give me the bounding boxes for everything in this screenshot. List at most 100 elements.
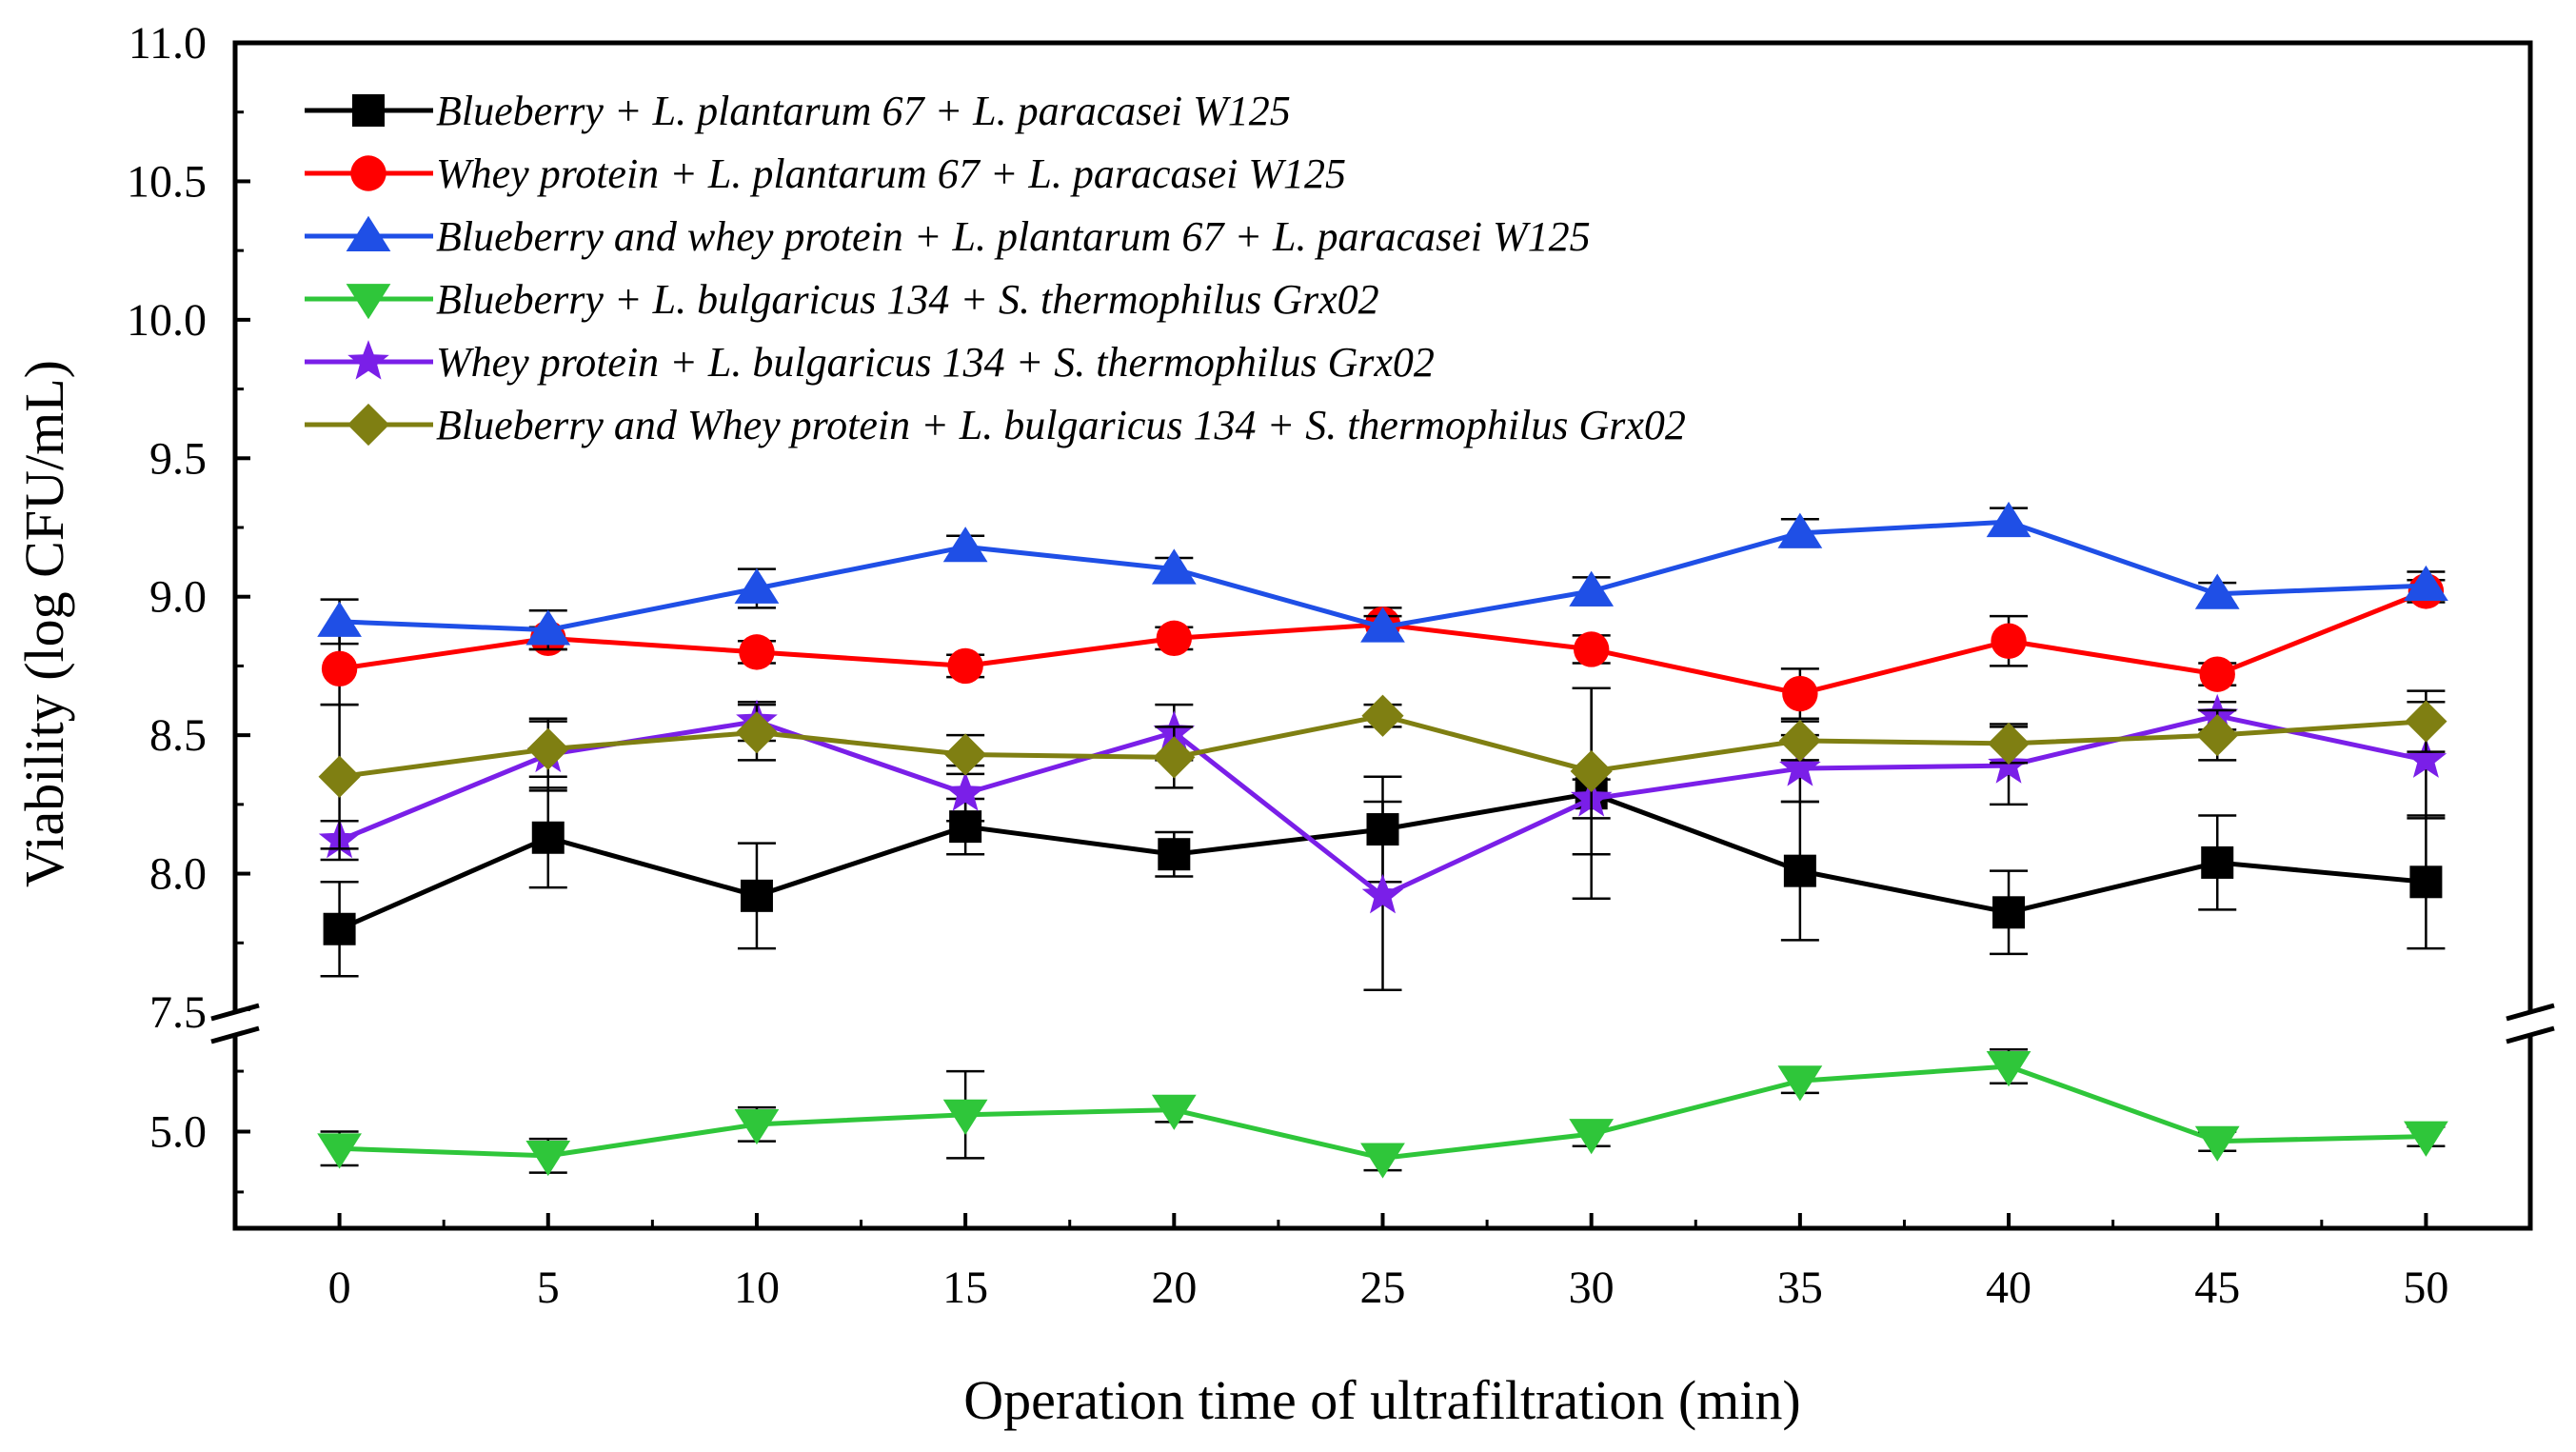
data-point xyxy=(1151,1094,1197,1130)
data-point xyxy=(1777,512,1823,548)
data-point xyxy=(1777,1065,1823,1102)
series-group xyxy=(317,1047,2448,1179)
series-group xyxy=(317,501,2448,651)
y-tick-label: 10.0 xyxy=(127,295,207,346)
data-point xyxy=(942,527,988,563)
x-tick-label: 10 xyxy=(734,1263,780,1313)
y-tick-label: 5.0 xyxy=(149,1107,207,1158)
legend-label: Blueberry + L. bulgaricus 134 + S. therm… xyxy=(436,276,1379,323)
legend-swatch-marker xyxy=(350,155,386,191)
legend-item: Whey protein + L. plantarum 67 + L. para… xyxy=(305,150,1346,197)
data-point xyxy=(1361,694,1404,737)
plot-frame xyxy=(232,40,2533,1231)
y-axis-title: Viability (log CFU/mL) xyxy=(13,360,75,887)
x-tick-label: 30 xyxy=(1569,1263,1615,1313)
x-tick-label: 5 xyxy=(537,1263,560,1313)
data-point xyxy=(2199,656,2235,692)
data-point xyxy=(739,634,775,670)
data-point xyxy=(944,733,987,776)
data-point xyxy=(321,650,358,687)
data-point xyxy=(1987,722,2031,765)
axis-break-marks xyxy=(205,1003,2576,1044)
data-point xyxy=(1158,838,1191,871)
data-point xyxy=(734,1108,780,1145)
data-point xyxy=(531,821,565,854)
data-point xyxy=(526,727,569,770)
legend-swatch-marker xyxy=(352,94,385,127)
data-point xyxy=(2404,565,2448,602)
data-point xyxy=(1782,675,1818,712)
legend-swatch-marker xyxy=(346,215,391,251)
data-point xyxy=(1779,746,1821,786)
legend-item: Blueberry + L. bulgaricus 134 + S. therm… xyxy=(305,276,1379,323)
data-point xyxy=(1360,607,1405,643)
x-tick-label: 15 xyxy=(942,1263,988,1313)
x-tick-label: 20 xyxy=(1151,1263,1197,1313)
legend-item: Whey protein + L. bulgaricus 134 + S. th… xyxy=(305,339,1435,386)
data-point xyxy=(1156,620,1193,657)
data-point xyxy=(740,879,773,912)
y-tick-label: 9.5 xyxy=(149,433,207,484)
data-point xyxy=(2405,738,2447,778)
x-tick-label: 45 xyxy=(2194,1263,2240,1313)
data-point xyxy=(1360,1143,1405,1179)
x-tick-label: 25 xyxy=(1360,1263,1406,1313)
legend-label: Blueberry and whey protein + L. plantaru… xyxy=(436,213,1591,260)
legend-swatch-marker xyxy=(347,403,390,447)
legend-item: Blueberry and whey protein + L. plantaru… xyxy=(305,213,1591,260)
data-point xyxy=(2201,845,2234,879)
data-point xyxy=(942,1099,988,1135)
x-tick-label: 0 xyxy=(328,1263,351,1313)
legend-label: Blueberry + L. plantarum 67 + L. paracas… xyxy=(436,88,1291,134)
data-point xyxy=(1778,719,1821,763)
data-point xyxy=(1570,749,1613,793)
legend-swatch-marker xyxy=(347,340,389,380)
legend-label: Whey protein + L. plantarum 67 + L. para… xyxy=(436,150,1346,197)
data-point xyxy=(734,567,780,604)
data-point xyxy=(1986,1051,2031,1087)
data-point xyxy=(323,912,356,945)
y-tick-label: 7.5 xyxy=(149,987,207,1038)
data-point xyxy=(2404,1121,2448,1157)
legend-item: Blueberry + L. plantarum 67 + L. paracas… xyxy=(305,88,1291,134)
series-group xyxy=(318,686,2447,856)
x-tick-label: 35 xyxy=(1777,1263,1823,1313)
legend-swatch-marker xyxy=(346,284,391,320)
data-point xyxy=(1569,1119,1615,1155)
data-point xyxy=(1153,736,1196,779)
y-tick-label: 8.5 xyxy=(149,710,207,761)
data-point xyxy=(1986,501,2031,538)
legend-item: Blueberry and Whey protein + L. bulgaric… xyxy=(305,402,1686,448)
data-point xyxy=(1992,896,2026,929)
legend-label: Whey protein + L. bulgaricus 134 + S. th… xyxy=(436,339,1435,386)
data-point xyxy=(1361,873,1404,914)
data-point xyxy=(1991,623,2027,659)
data-point xyxy=(1783,854,1816,887)
data-point xyxy=(317,601,362,637)
x-tick-label: 50 xyxy=(2403,1263,2448,1313)
data-point xyxy=(2194,573,2240,609)
data-point xyxy=(1573,631,1610,667)
data-point xyxy=(1151,548,1197,585)
x-tick-label: 40 xyxy=(1986,1263,2031,1313)
y-tick-label: 9.0 xyxy=(149,572,207,623)
data-point xyxy=(2405,700,2447,743)
y-tick-label: 11.0 xyxy=(129,18,207,69)
data-point xyxy=(317,1133,362,1169)
data-point xyxy=(525,1140,571,1177)
data-point xyxy=(2196,714,2239,757)
y-tick-label: 8.0 xyxy=(149,849,207,900)
x-axis-title: Operation time of ultrafiltration (min) xyxy=(963,1369,1800,1431)
data-point xyxy=(735,711,779,754)
data-point xyxy=(944,771,986,811)
y-tick-label: 10.5 xyxy=(127,156,207,207)
data-point xyxy=(318,755,361,798)
data-point xyxy=(1569,570,1615,607)
data-point xyxy=(947,647,983,685)
data-point xyxy=(525,609,571,646)
legend-label: Blueberry and Whey protein + L. bulgaric… xyxy=(436,402,1686,448)
data-point xyxy=(2409,865,2443,899)
data-point xyxy=(2194,1125,2240,1162)
